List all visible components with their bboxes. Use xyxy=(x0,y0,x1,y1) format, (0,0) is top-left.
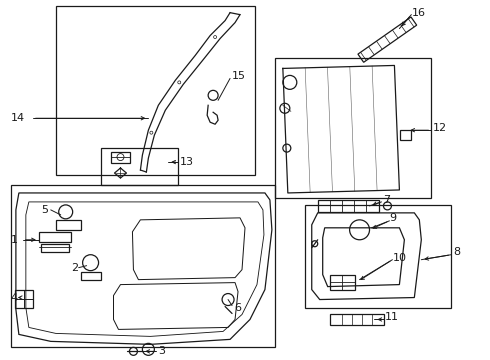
Text: 16: 16 xyxy=(412,8,425,18)
Text: 10: 10 xyxy=(392,253,406,263)
Text: 2: 2 xyxy=(71,263,78,273)
Text: 4: 4 xyxy=(11,293,18,302)
Text: 11: 11 xyxy=(385,312,398,323)
Text: 5: 5 xyxy=(41,205,48,215)
Text: 7: 7 xyxy=(384,195,391,205)
Text: 8: 8 xyxy=(453,247,460,257)
Text: 15: 15 xyxy=(232,71,246,81)
Text: 14: 14 xyxy=(11,113,25,123)
Text: 6: 6 xyxy=(234,302,241,312)
Text: 9: 9 xyxy=(390,213,396,223)
Text: 13: 13 xyxy=(180,157,194,167)
Text: 12: 12 xyxy=(433,123,447,133)
Text: 3: 3 xyxy=(158,346,165,356)
Text: 1: 1 xyxy=(11,235,18,245)
